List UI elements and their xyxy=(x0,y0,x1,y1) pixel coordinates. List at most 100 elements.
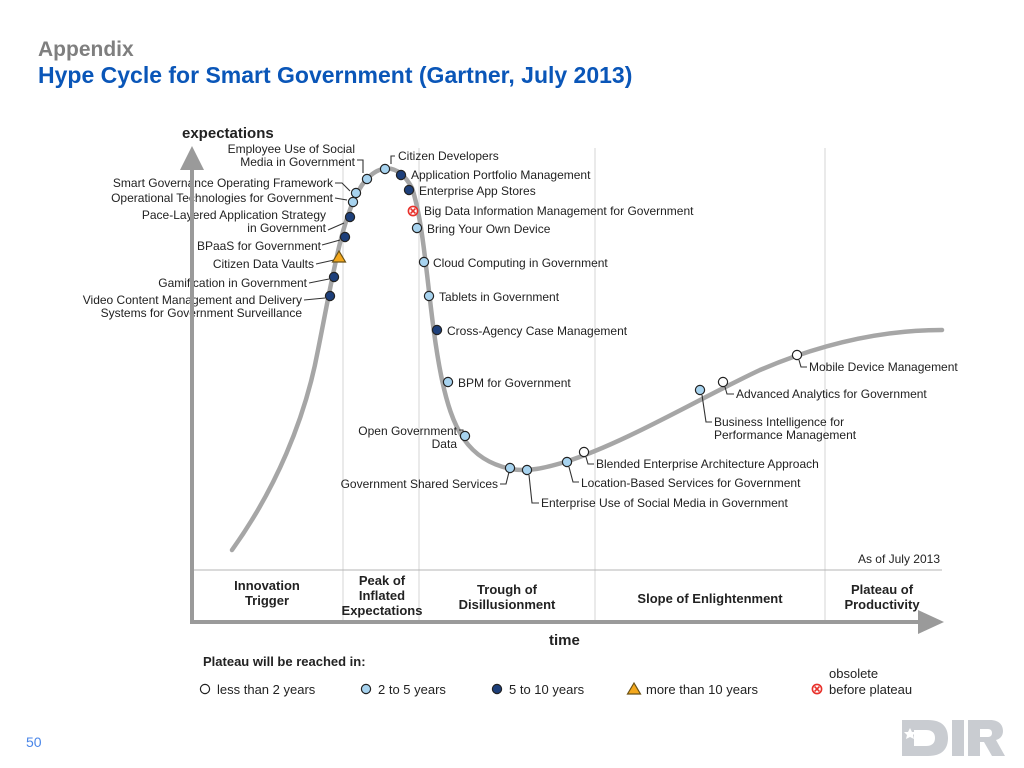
tech-label-line: BPM for Government xyxy=(458,376,571,390)
legend-item-label-line: 2 to 5 years xyxy=(378,682,446,697)
tech-label-line: in Government xyxy=(247,221,326,235)
tech-marker xyxy=(350,187,362,199)
tech-leader-line xyxy=(500,471,510,485)
tech-label: Operational Technologies for Government xyxy=(111,191,334,205)
tech-leader-line xyxy=(701,394,712,423)
phase-label: Trough of Disillusionment xyxy=(459,582,556,612)
tech-label-line: Open Government xyxy=(358,424,457,438)
star-icon xyxy=(904,728,916,739)
tech-label: Application Portfolio Management xyxy=(411,168,591,182)
phase-label-line: Trough of xyxy=(477,582,538,597)
tech-label: Citizen Data Vaults xyxy=(213,257,314,271)
tech-marker xyxy=(561,456,573,468)
tech-label: Big Data Information Management for Gove… xyxy=(424,204,694,218)
tech-marker xyxy=(504,462,516,474)
tech-leader-line xyxy=(528,474,539,504)
tech-label: Government Shared Services xyxy=(341,477,498,491)
slide-title-block: Appendix Hype Cycle for Smart Government… xyxy=(38,38,632,88)
tech-marker xyxy=(423,290,435,302)
y-axis-label: expectations xyxy=(182,125,274,142)
hype-curve xyxy=(229,166,945,553)
tech-label-line: Location-Based Services for Government xyxy=(581,476,801,490)
legend-symbol-icon xyxy=(626,681,642,695)
tech-label-line: Government Shared Services xyxy=(341,477,498,491)
tech-marker xyxy=(339,231,351,243)
tech-label-line: Citizen Data Vaults xyxy=(213,257,314,271)
tech-leader-line xyxy=(335,182,351,192)
phase-label-line: Innovation xyxy=(234,578,300,593)
tech-label: Mobile Device Management xyxy=(809,360,958,374)
tech-leader-line xyxy=(798,359,807,368)
phase-label-line: Disillusionment xyxy=(459,597,556,612)
tech-marker xyxy=(403,184,415,196)
tech-label: Open Government Data xyxy=(358,424,457,451)
legend-symbol-icon xyxy=(811,683,823,695)
legend-item-label: 2 to 5 years xyxy=(378,682,446,697)
tech-marker xyxy=(361,173,373,185)
phase-label-line: Slope of Enlightenment xyxy=(637,591,783,606)
tech-label-line: Enterprise App Stores xyxy=(419,184,536,198)
legend-symbol-icon xyxy=(199,683,211,695)
tech-label-line: Performance Management xyxy=(714,428,857,442)
tech-leader-line xyxy=(357,159,364,173)
phase-label: Innovation Trigger xyxy=(234,578,300,608)
tech-marker xyxy=(328,271,340,283)
tech-label-line: Advanced Analytics for Government xyxy=(736,387,927,401)
tech-label-line: Citizen Developers xyxy=(398,149,499,163)
legend-item-label-line: less than 2 years xyxy=(217,682,316,697)
tech-leader-line xyxy=(327,222,345,231)
tech-label-line: Systems for Government Surveillance xyxy=(101,306,303,320)
legend-title: Plateau will be reached in: xyxy=(203,654,366,669)
tech-label: Enterprise App Stores xyxy=(419,184,536,198)
phase-label-line: Plateau of xyxy=(851,582,914,597)
tech-label-line: Media in Government xyxy=(240,155,355,169)
tech-label: BPaaS for Government xyxy=(197,239,322,253)
tech-label: Tablets in Government xyxy=(439,290,560,304)
tech-label-line: Mobile Device Management xyxy=(809,360,958,374)
tech-marker xyxy=(521,464,533,476)
tech-leader-line xyxy=(321,239,341,246)
legend-item-label: more than 10 years xyxy=(646,682,759,697)
tech-leader-line xyxy=(585,456,594,465)
tech-label: Cross-Agency Case Management xyxy=(447,324,628,338)
tech-leader-line xyxy=(568,466,579,483)
legend-item-label-line: 5 to 10 years xyxy=(509,682,585,697)
tech-label: Gamification in Government xyxy=(158,276,307,290)
tech-leader-line xyxy=(390,155,395,164)
tech-label: Citizen Developers xyxy=(398,149,499,163)
tech-label-line: Cloud Computing in Government xyxy=(433,256,608,270)
tech-label: Location-Based Services for Government xyxy=(581,476,801,490)
tech-label-line: Gamification in Government xyxy=(158,276,307,290)
tech-label: Pace-Layered Application Strategy in Gove… xyxy=(142,208,327,235)
tech-marker xyxy=(459,430,471,442)
tech-label: Bring Your Own Device xyxy=(427,222,551,236)
phase-label: Peak of Inflated Expectations xyxy=(342,573,423,618)
as-of-date: As of July 2013 xyxy=(858,552,940,566)
tech-label-line: Pace-Layered Application Strategy xyxy=(142,208,326,222)
tech-label-line: Cross-Agency Case Management xyxy=(447,324,628,338)
tech-label-line: Blended Enterprise Architecture Approach xyxy=(596,457,819,471)
phase-label-line: Expectations xyxy=(342,603,423,618)
tech-label: Cloud Computing in Government xyxy=(433,256,608,270)
tech-label-line: Business Intelligence for xyxy=(714,415,844,429)
x-axis-arrow-icon xyxy=(918,610,944,634)
phase-label-line: Peak of xyxy=(359,573,406,588)
y-axis-arrow-icon xyxy=(180,146,204,170)
tech-label-line: Application Portfolio Management xyxy=(411,168,591,182)
legend-item-label: obsolete before plateau xyxy=(829,666,912,697)
legend-item-label-line: more than 10 years xyxy=(646,682,759,697)
tech-leader-line xyxy=(315,259,335,265)
legend-item-label-line: obsolete xyxy=(829,666,878,681)
tech-label: Business Intelligence for Performance Man… xyxy=(714,415,857,442)
tech-label-line: Enterprise Use of Social Media in Govern… xyxy=(541,496,788,510)
tech-marker xyxy=(411,222,423,234)
tech-label: Smart Governance Operating Framework xyxy=(113,176,334,190)
tech-label-line: Operational Technologies for Government xyxy=(111,191,334,205)
tech-label: BPM for Government xyxy=(458,376,571,390)
tech-marker xyxy=(331,249,347,263)
tech-label-line: Tablets in Government xyxy=(439,290,560,304)
tech-label-line: Employee Use of Social xyxy=(228,142,355,156)
tech-marker xyxy=(379,163,391,175)
dir-logo xyxy=(902,720,1005,756)
